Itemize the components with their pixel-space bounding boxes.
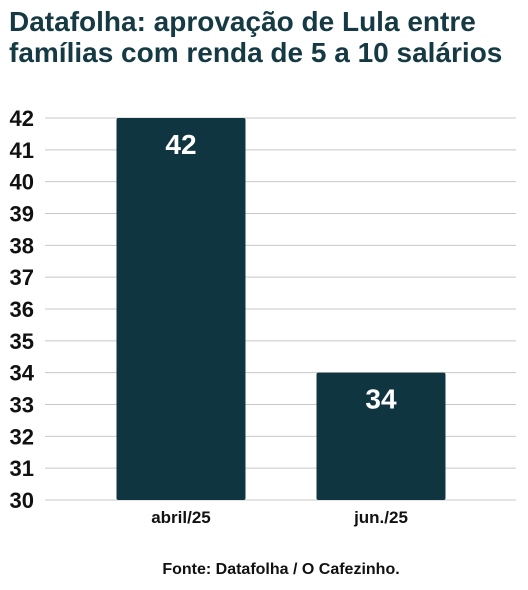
y-axis-tick-labels: 30 31 32 33 34 35 36 37 38 39 40 41 42 [10, 106, 35, 513]
x-axis-tick-labels: abril/25 jun./25 [151, 508, 408, 527]
y-tick-label: 32 [10, 424, 34, 449]
y-tick-label: 39 [10, 202, 34, 227]
chart-title: Datafolha: aprovação de Lula entre famíl… [9, 6, 503, 68]
y-tick-label: 38 [10, 233, 34, 258]
y-tick-label: 34 [10, 361, 35, 386]
bars: 42 34 [116, 118, 446, 500]
y-tick-label: 30 [10, 488, 34, 513]
bar [316, 372, 446, 500]
y-tick-label: 35 [10, 329, 34, 354]
y-tick-label: 40 [10, 170, 34, 195]
bar-value-label: 42 [165, 129, 196, 160]
y-tick-label: 42 [10, 106, 34, 131]
y-tick-label: 37 [10, 265, 34, 290]
bar-value-label: 34 [365, 384, 397, 415]
bar [116, 118, 246, 500]
y-tick-label: 31 [10, 456, 34, 481]
y-tick-label: 33 [10, 393, 34, 418]
y-tick-label: 36 [10, 297, 34, 322]
source-note: Fonte: Datafolha / O Cafezinho. [162, 561, 400, 578]
x-tick-label: abril/25 [151, 508, 211, 527]
y-tick-label: 41 [10, 138, 34, 163]
x-tick-label: jun./25 [353, 508, 408, 527]
